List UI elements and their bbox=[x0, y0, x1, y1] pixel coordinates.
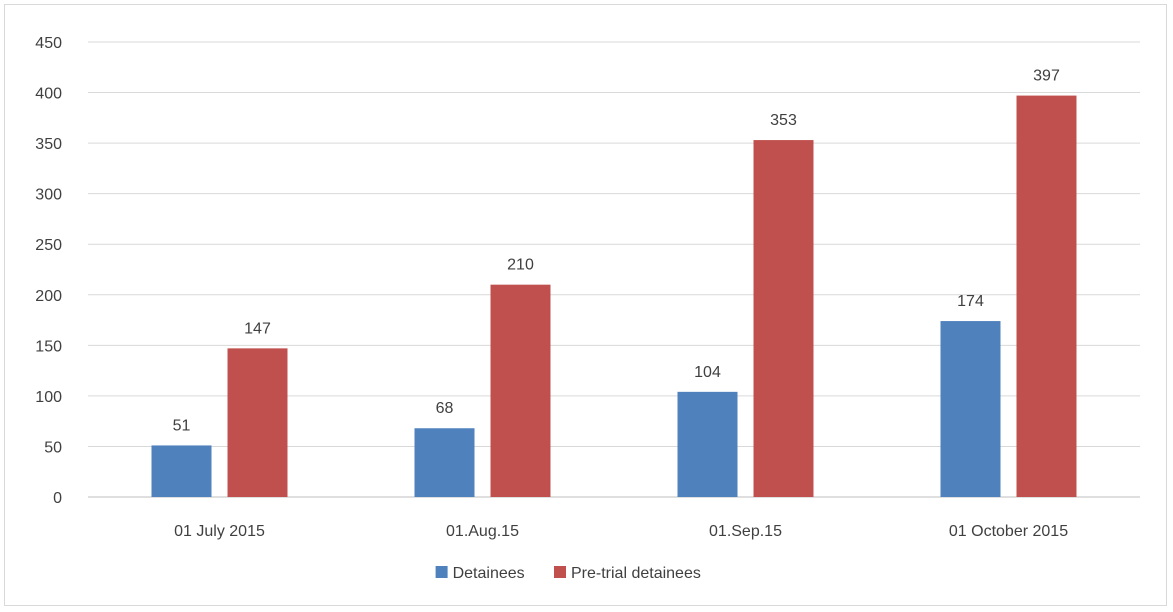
bar-detainees bbox=[151, 445, 212, 497]
y-tick-label: 400 bbox=[35, 86, 62, 103]
data-label: 68 bbox=[436, 400, 454, 417]
y-axis-ticks: 0 50 100 150 200 250 300 350 400 450 bbox=[35, 35, 62, 507]
x-category-label: 01 July 2015 bbox=[174, 523, 265, 540]
data-label: 104 bbox=[694, 364, 721, 381]
data-label: 210 bbox=[507, 257, 534, 274]
legend-swatch bbox=[435, 566, 448, 578]
bar-pre-trial-detainees bbox=[490, 284, 551, 497]
y-tick-label: 200 bbox=[35, 288, 62, 305]
x-category-label: 01 October 2015 bbox=[949, 523, 1068, 540]
data-label: 147 bbox=[244, 320, 271, 337]
data-label: 174 bbox=[957, 293, 984, 310]
x-category-label: 01.Aug.15 bbox=[446, 523, 519, 540]
bar-pre-trial-detainees bbox=[1016, 95, 1077, 497]
x-axis-categories: 01 July 2015 01.Aug.15 01.Sep.15 01 October… bbox=[174, 523, 1068, 540]
data-label: 397 bbox=[1033, 68, 1060, 85]
y-tick-label: 50 bbox=[44, 439, 62, 456]
legend-label: Detainees bbox=[453, 565, 525, 582]
y-tick-label: 350 bbox=[35, 136, 62, 153]
y-tick-label: 250 bbox=[35, 237, 62, 254]
bar-detainees bbox=[677, 391, 738, 497]
y-tick-label: 150 bbox=[35, 338, 62, 355]
bar-detainees bbox=[940, 321, 1001, 497]
bar-pre-trial-detainees bbox=[227, 348, 288, 497]
bar-detainees bbox=[414, 428, 475, 497]
legend: Detainees Pre-trial detainees bbox=[435, 565, 701, 582]
chart-frame bbox=[4, 4, 1167, 606]
y-tick-label: 0 bbox=[53, 490, 62, 507]
y-tick-label: 300 bbox=[35, 187, 62, 204]
y-tick-label: 100 bbox=[35, 389, 62, 406]
data-labels: 51 147 68 210 104 353 174 397 bbox=[173, 68, 1060, 435]
bars bbox=[151, 95, 1077, 498]
x-category-label: 01.Sep.15 bbox=[709, 523, 782, 540]
y-tick-label: 450 bbox=[35, 35, 62, 52]
legend-label: Pre-trial detainees bbox=[571, 565, 701, 582]
data-label: 51 bbox=[173, 417, 191, 434]
legend-swatch bbox=[554, 566, 566, 578]
bar-pre-trial-detainees bbox=[753, 140, 814, 498]
data-label: 353 bbox=[770, 112, 797, 129]
